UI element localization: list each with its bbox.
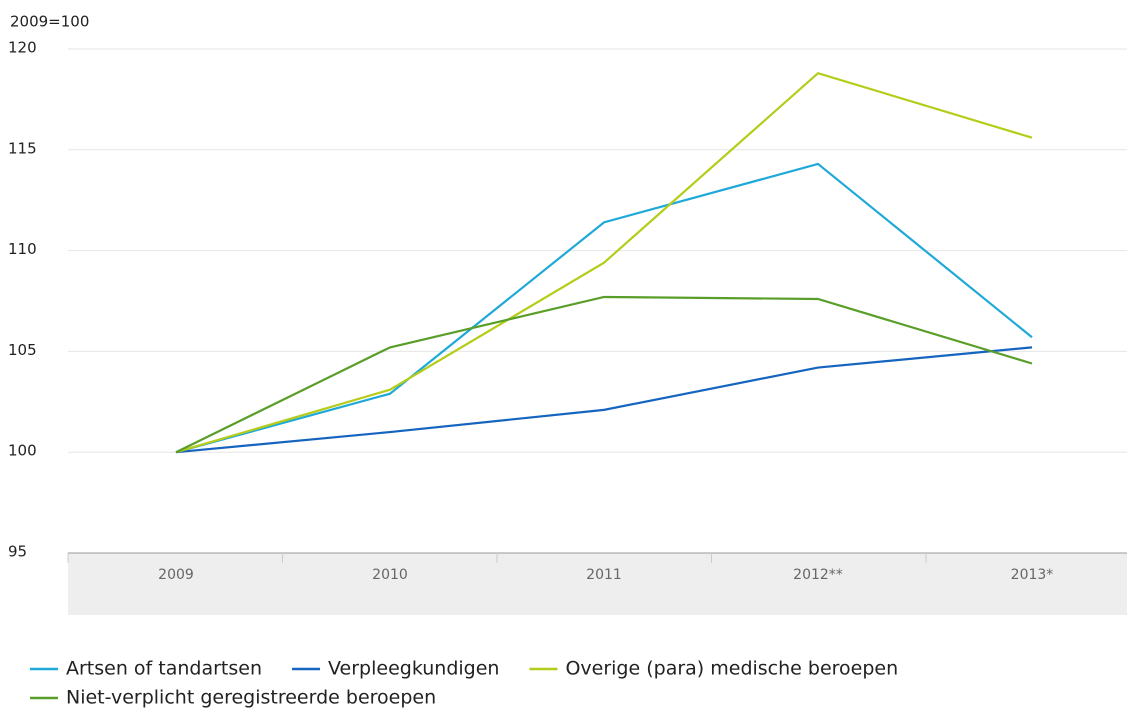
series-line xyxy=(175,71,1033,454)
x-tick-label: 2010 xyxy=(372,567,408,583)
series-line xyxy=(175,162,1033,454)
y-tick-label: 115 xyxy=(8,139,37,157)
x-tick-label: 2012** xyxy=(793,567,843,583)
y-tick-label: 100 xyxy=(8,442,37,460)
x-tick-label: 2011 xyxy=(586,567,622,583)
legend-item: Artsen of tandartsen xyxy=(30,658,262,680)
x-axis-band xyxy=(68,553,1127,615)
legend-label: Niet-verplicht geregistreerde beroepen xyxy=(66,687,436,709)
y-axis-label: 2009=100 xyxy=(10,13,89,31)
legend-label: Artsen of tandartsen xyxy=(66,658,262,680)
legend-item: Overige (para) medische beroepen xyxy=(529,658,898,680)
y-tick-label: 95 xyxy=(8,543,27,561)
series-line xyxy=(175,295,1033,454)
x-tick-label: 2013* xyxy=(1011,567,1054,583)
legend-label: Overige (para) medische beroepen xyxy=(565,658,898,680)
series-line xyxy=(175,346,1033,454)
x-tick-label: 2009 xyxy=(158,567,194,583)
y-tick-label: 110 xyxy=(8,240,37,258)
legend-item: Niet-verplicht geregistreerde beroepen xyxy=(30,687,436,709)
legend-item: Verpleegkundigen xyxy=(292,658,499,680)
y-tick-label: 105 xyxy=(8,341,37,359)
y-tick-label: 120 xyxy=(8,39,37,57)
legend-label: Verpleegkundigen xyxy=(328,658,499,680)
